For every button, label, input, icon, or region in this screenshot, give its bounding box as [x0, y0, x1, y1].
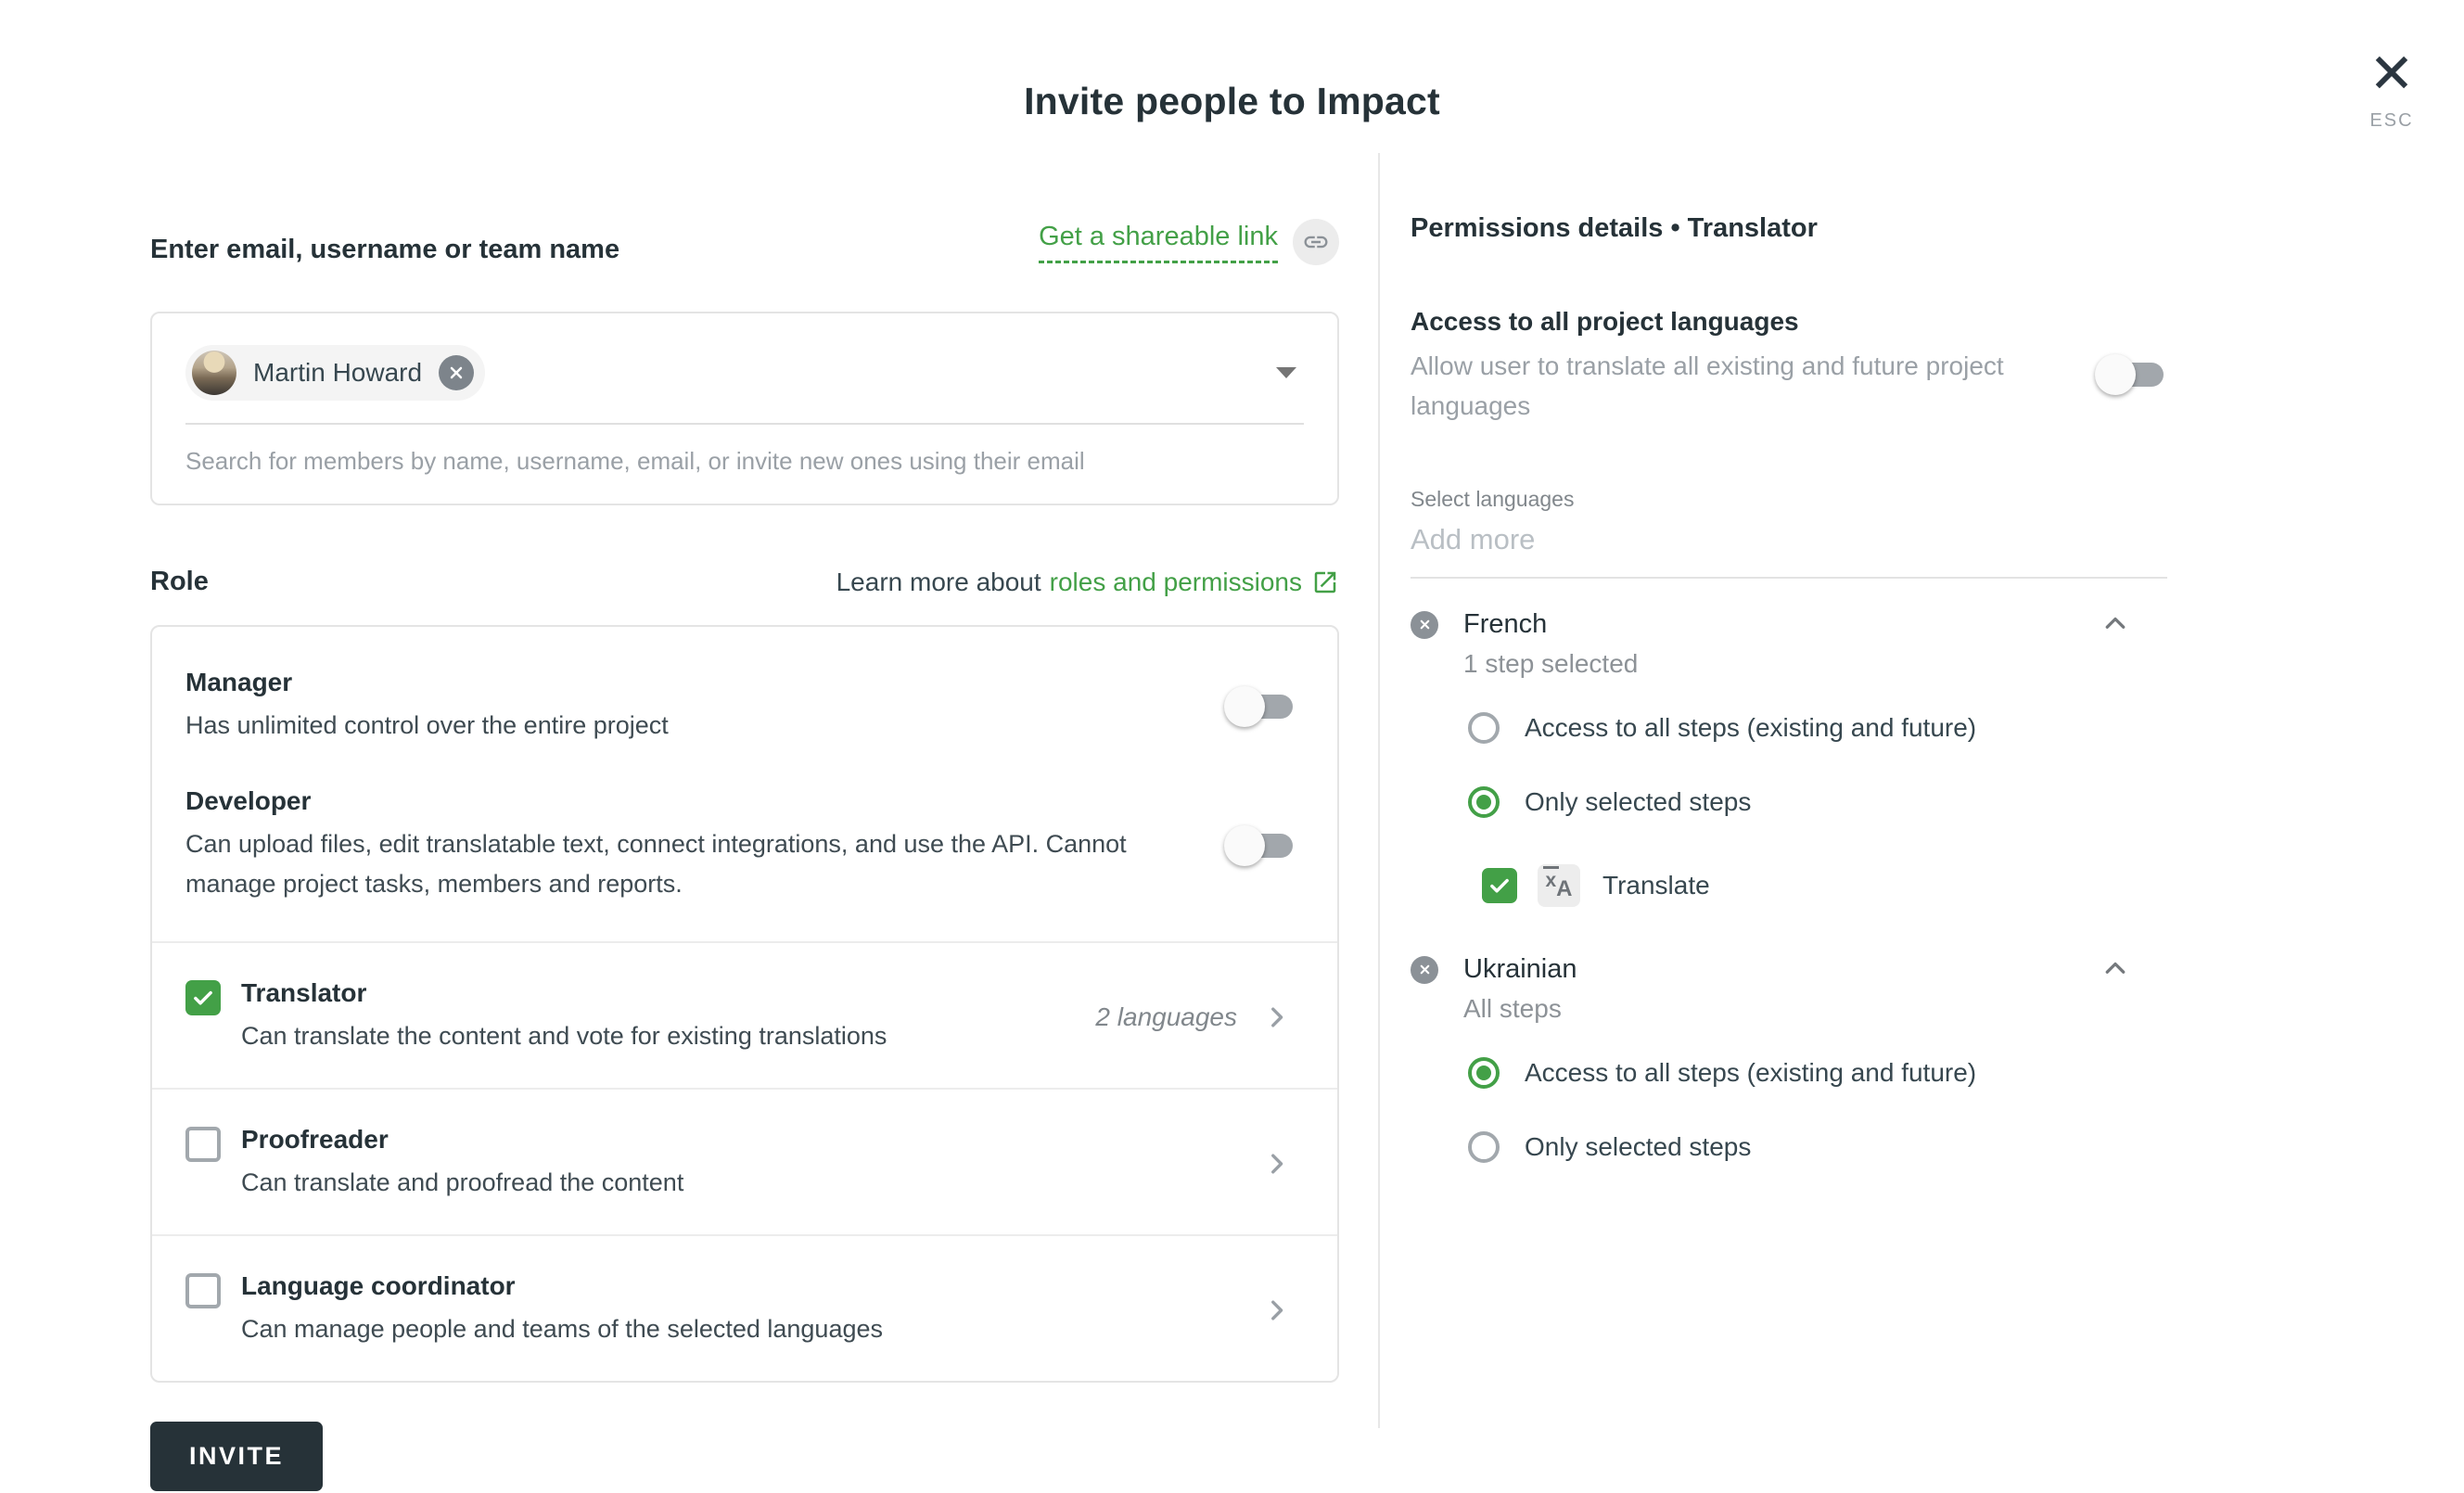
- input-underline: [185, 423, 1304, 425]
- manager-toggle[interactable]: [1224, 685, 1293, 728]
- role-section-label: Role: [150, 567, 209, 596]
- chevron-right-icon[interactable]: [1261, 1148, 1293, 1180]
- avatar: [192, 351, 236, 395]
- role-title: Translator: [241, 978, 367, 1007]
- language-summary: 1 step selected: [1463, 649, 1639, 678]
- add-language-input[interactable]: [1411, 523, 2060, 556]
- proofreader-checkbox[interactable]: [185, 1127, 221, 1162]
- member-chip[interactable]: Martin Howard: [185, 345, 486, 401]
- modal-header: Invite people to Impact ESC: [0, 0, 2464, 131]
- translator-checkbox[interactable]: [185, 980, 221, 1015]
- radio-unselected[interactable]: [1468, 712, 1500, 744]
- row-divider: [152, 1234, 1337, 1236]
- role-title: Manager: [185, 668, 293, 696]
- radio-selected[interactable]: [1468, 1057, 1500, 1089]
- member-search-placeholder[interactable]: Search for members by name, username, em…: [185, 447, 1085, 475]
- roles-permissions-link[interactable]: roles and permissions: [1049, 568, 1302, 596]
- developer-toggle[interactable]: [1224, 824, 1293, 867]
- remove-member-button[interactable]: [439, 355, 475, 390]
- step-label: Translate: [1602, 871, 1710, 900]
- page-title: Invite people to Impact: [1024, 80, 1440, 122]
- radio-unselected[interactable]: [1468, 1131, 1500, 1163]
- shareable-link-button[interactable]: Get a shareable link: [1039, 222, 1278, 263]
- access-all-description: Allow user to translate all existing and…: [1411, 351, 2004, 420]
- close-icon: [2375, 56, 2408, 89]
- panel-divider: [1378, 153, 1380, 1428]
- translate-step-checkbox[interactable]: [1482, 868, 1517, 903]
- select-languages-label: Select languages: [1411, 487, 1575, 511]
- language-coordinator-checkbox[interactable]: [185, 1273, 221, 1308]
- language-summary: All steps: [1463, 994, 1562, 1023]
- language-group-french: French 1 step selected Access to all ste…: [1411, 606, 2201, 907]
- chevron-up-icon: [2105, 962, 2126, 974]
- language-name: French: [1463, 609, 1548, 639]
- option-all-steps[interactable]: Access to all steps (existing and future…: [1468, 712, 2201, 744]
- external-link-icon: [1314, 571, 1336, 593]
- languages-count: 2 languages: [1095, 1002, 1237, 1031]
- role-row-proofreader[interactable]: Proofreader Can translate and proofread …: [152, 1090, 1337, 1234]
- role-row-manager[interactable]: Manager Has unlimited control over the e…: [152, 627, 1337, 766]
- language-name: Ukrainian: [1463, 954, 1577, 984]
- chevron-up-icon: [2105, 617, 2126, 629]
- option-all-steps[interactable]: Access to all steps (existing and future…: [1468, 1057, 2201, 1089]
- row-divider: [152, 941, 1337, 943]
- learn-more-prefix: Learn more about: [836, 568, 1041, 596]
- invite-button[interactable]: INVITE: [150, 1422, 324, 1491]
- esc-label: ESC: [2369, 110, 2414, 131]
- role-title: Developer: [185, 786, 312, 815]
- role-description: Can upload files, edit translatable text…: [185, 830, 1127, 898]
- member-search-card: Martin Howard Search for members by name…: [150, 312, 1339, 505]
- role-description: Has unlimited control over the entire pr…: [185, 711, 669, 739]
- remove-language-button[interactable]: [1411, 610, 1438, 639]
- role-title: Language coordinator: [241, 1271, 516, 1300]
- chevron-right-icon[interactable]: [1261, 1002, 1293, 1033]
- check-icon: [194, 990, 212, 1005]
- close-button[interactable]: [2368, 48, 2416, 99]
- member-chip-name: Martin Howard: [253, 358, 423, 387]
- role-row-translator[interactable]: Translator Can translate the content and…: [152, 943, 1337, 1088]
- dropdown-caret-icon[interactable]: [1276, 367, 1296, 378]
- access-all-toggle[interactable]: [2095, 353, 2164, 396]
- permissions-title: Permissions details • Translator: [1411, 213, 1818, 243]
- role-description: Can translate the content and vote for e…: [241, 1022, 887, 1050]
- role-row-developer[interactable]: Developer Can upload files, edit transla…: [152, 766, 1337, 941]
- radio-selected[interactable]: [1468, 786, 1500, 818]
- email-section-label: Enter email, username or team name: [150, 235, 620, 264]
- close-icon: [1420, 964, 1429, 975]
- role-row-language-coordinator[interactable]: Language coordinator Can manage people a…: [152, 1236, 1337, 1381]
- link-icon[interactable]: [1293, 219, 1339, 265]
- remove-language-button[interactable]: [1411, 955, 1438, 984]
- chevron-right-icon[interactable]: [1261, 1295, 1293, 1326]
- access-all-languages-row: Access to all project languages Allow us…: [1411, 307, 2201, 426]
- role-description: Can translate and proofread the content: [241, 1168, 684, 1196]
- check-icon: [1490, 878, 1509, 893]
- role-title: Proofreader: [241, 1125, 389, 1154]
- access-all-label: Access to all project languages: [1411, 307, 1799, 336]
- collapse-button[interactable]: [2099, 606, 2132, 643]
- role-card: Manager Has unlimited control over the e…: [150, 625, 1339, 1383]
- input-underline: [1411, 577, 2167, 579]
- collapse-button[interactable]: [2099, 951, 2132, 988]
- role-description: Can manage people and teams of the selec…: [241, 1315, 883, 1343]
- option-selected-steps[interactable]: Only selected steps: [1468, 786, 2201, 818]
- option-selected-steps[interactable]: Only selected steps: [1468, 1131, 2201, 1163]
- close-icon: [1420, 619, 1429, 630]
- language-group-ukrainian: Ukrainian All steps Access to all steps …: [1411, 951, 2201, 1163]
- close-icon: [450, 366, 463, 379]
- row-divider: [152, 1088, 1337, 1090]
